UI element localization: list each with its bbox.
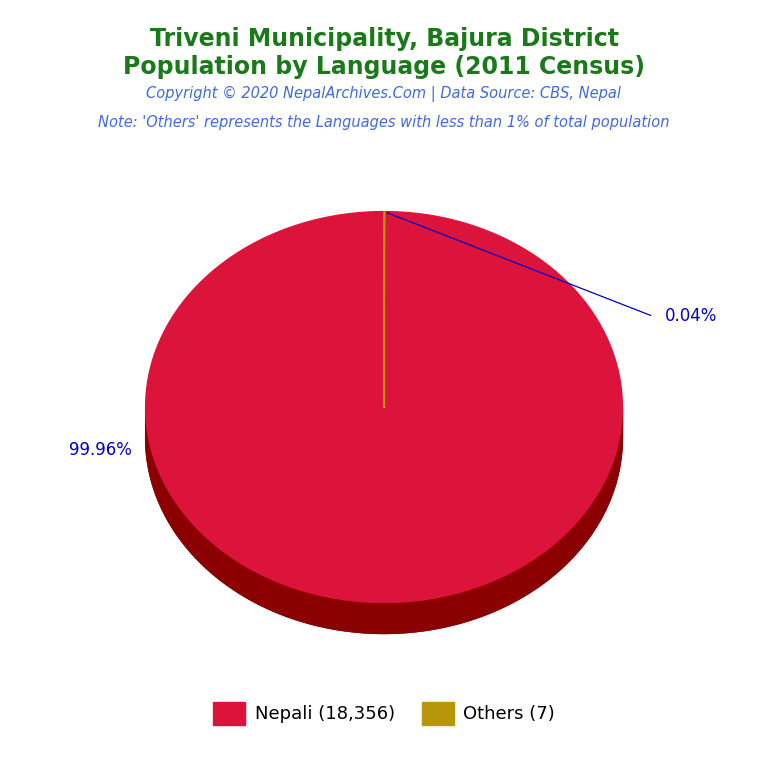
Polygon shape: [146, 212, 622, 602]
Polygon shape: [146, 243, 622, 634]
Text: Copyright © 2020 NepalArchives.Com | Data Source: CBS, Nepal: Copyright © 2020 NepalArchives.Com | Dat…: [147, 86, 621, 102]
Text: Population by Language (2011 Census): Population by Language (2011 Census): [123, 55, 645, 79]
Legend: Nepali (18,356), Others (7): Nepali (18,356), Others (7): [206, 694, 562, 732]
Text: Triveni Municipality, Bajura District: Triveni Municipality, Bajura District: [150, 27, 618, 51]
Text: 99.96%: 99.96%: [69, 441, 132, 459]
Polygon shape: [146, 407, 622, 634]
Text: Note: 'Others' represents the Languages with less than 1% of total population: Note: 'Others' represents the Languages …: [98, 115, 670, 131]
Text: 0.04%: 0.04%: [665, 307, 717, 326]
